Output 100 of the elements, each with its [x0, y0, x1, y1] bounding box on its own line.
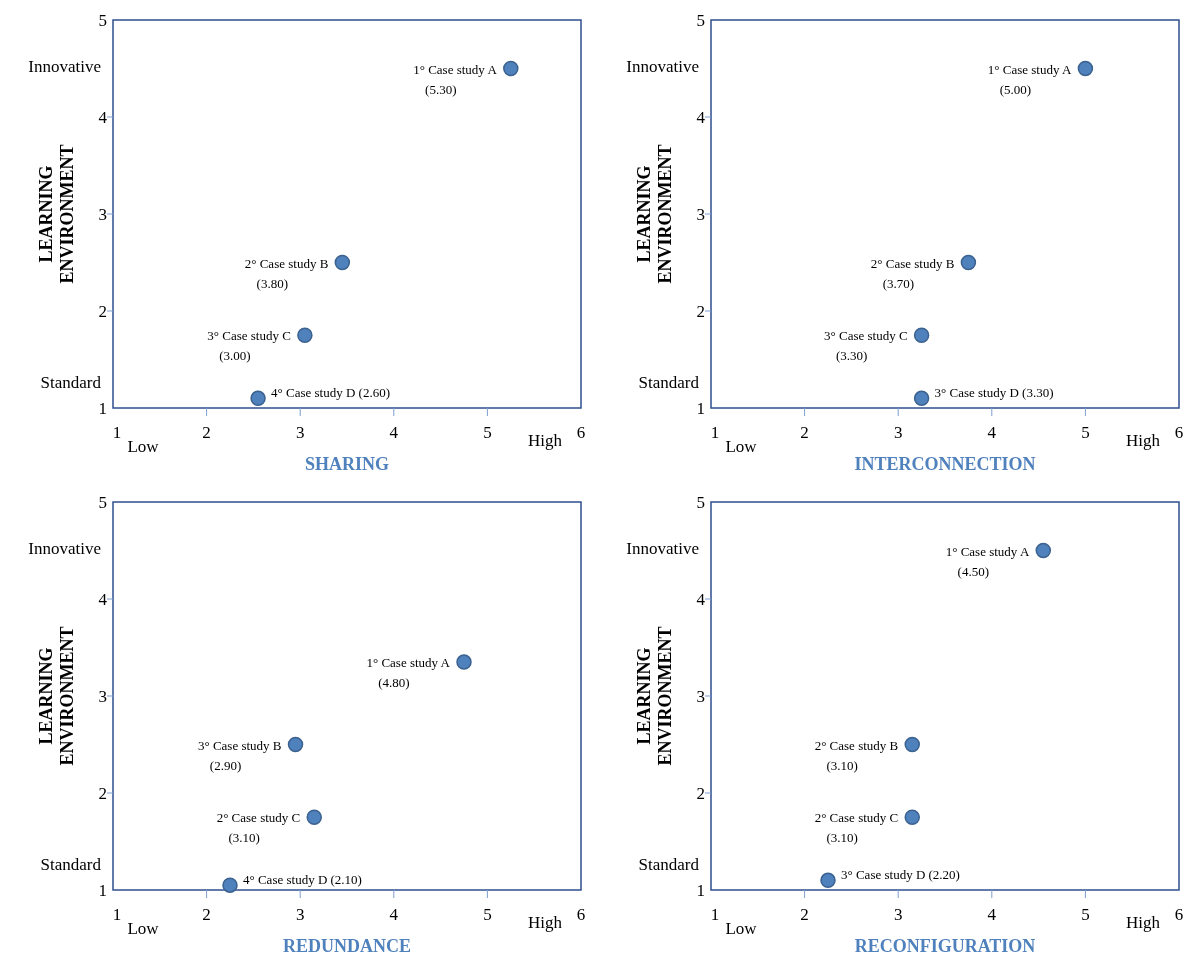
point — [297, 327, 313, 343]
x-tick-label: 6 — [1174, 905, 1184, 924]
x-tick-label: 3 — [295, 423, 305, 442]
annotation: 1° Case study A (5.30) — [413, 61, 498, 97]
x-tick-label: 3 — [893, 423, 903, 442]
x-tick-label: 2 — [800, 423, 809, 442]
x-tick-label: 3 — [295, 905, 305, 924]
annotation: 3° Case study B (2.90) — [197, 737, 282, 773]
y-axis-title: LEARNING ENVIRONMENT — [634, 626, 675, 766]
x-axis-title: REDUNDANCE — [282, 936, 412, 956]
y-tick-label: 2 — [98, 784, 107, 803]
x-tick-label: 5 — [1081, 905, 1090, 924]
text: Innovative — [28, 57, 101, 76]
annotation: 3° Case study D (3.30) — [934, 385, 1054, 401]
y-tick-label: 1 — [98, 399, 107, 418]
x-tick-label: 2 — [800, 905, 809, 924]
y-axis-title: LEARNING ENVIRONMENT — [36, 144, 77, 284]
point — [456, 654, 472, 670]
annotation: 2° Case study C (3.10) — [814, 810, 899, 846]
y-tick-label: 5 — [696, 493, 705, 512]
text: Low — [725, 437, 758, 456]
x-tick-label: 1 — [710, 905, 720, 924]
text: Standard — [638, 373, 700, 392]
x-tick-label: 6 — [1174, 423, 1184, 442]
annotation: 3° Case study C (3.00) — [207, 328, 291, 364]
annotation: 4° Case study D (2.60) — [271, 385, 391, 401]
y-axis-title: LEARNING ENVIRONMENT — [634, 144, 675, 284]
text: Standard — [638, 855, 700, 874]
annotation: 1° Case study A (4.50) — [945, 543, 1030, 579]
annotation: 2° Case study B (3.70) — [870, 255, 955, 291]
point — [913, 390, 930, 407]
x-tick-label: 5 — [1081, 423, 1090, 442]
point — [222, 877, 238, 893]
y-tick-label: 4 — [98, 590, 108, 609]
y-tick-label: 2 — [696, 784, 705, 803]
x-tick-label: 6 — [576, 423, 586, 442]
x-tick-label: 2 — [202, 905, 211, 924]
y-tick-label: 1 — [98, 881, 107, 900]
point — [287, 736, 304, 753]
point — [1035, 542, 1052, 559]
annotation: 3° Case study D (2.20) — [841, 867, 960, 883]
y-tick-label: 3 — [696, 205, 705, 224]
point — [960, 254, 977, 271]
x-axis-title: RECONFIGURATION — [854, 936, 1036, 956]
y-tick-label: 4 — [696, 108, 706, 127]
y-tick-label: 5 — [98, 11, 107, 30]
annotation: 1° Case study A (5.00) — [987, 61, 1073, 97]
x-tick-label: 2 — [202, 423, 211, 442]
text: High — [528, 431, 563, 450]
x-tick-label: 5 — [483, 423, 492, 442]
x-tick-label: 1 — [112, 423, 122, 442]
text: High — [1126, 431, 1161, 450]
annotation: 2° Case study B (3.10) — [814, 737, 899, 773]
point — [250, 390, 266, 407]
text: Innovative — [626, 539, 699, 558]
x-tick-label: 4 — [987, 423, 997, 442]
text: Low — [127, 919, 160, 938]
x-tick-label: 4 — [389, 905, 399, 924]
text: Standard — [40, 373, 102, 392]
point — [820, 872, 836, 889]
annotation: 1° Case study A (4.80) — [366, 655, 451, 691]
point — [1077, 60, 1094, 77]
point — [913, 327, 930, 343]
point — [503, 60, 519, 77]
annotation: 2° Case study C (3.10) — [216, 810, 301, 846]
x-axis-title: SHARING — [304, 454, 390, 474]
text: Standard — [40, 855, 102, 874]
y-tick-label: 4 — [98, 108, 108, 127]
x-tick-label: 4 — [389, 423, 399, 442]
point — [904, 809, 920, 825]
y-tick-label: 3 — [98, 687, 107, 706]
point — [306, 809, 322, 825]
x-tick-label: 1 — [710, 423, 720, 442]
y-tick-label: 3 — [98, 205, 107, 224]
annotation: 3° Case study C (3.30) — [824, 328, 908, 364]
point — [904, 736, 920, 753]
annotation: 2° Case study B (3.80) — [244, 255, 329, 291]
text: Innovative — [626, 57, 699, 76]
y-axis-title: LEARNING ENVIRONMENT — [36, 626, 77, 766]
text: High — [528, 913, 563, 932]
x-tick-label: 1 — [112, 905, 122, 924]
text: High — [1126, 913, 1161, 932]
annotation: 4° Case study D (2.10) — [243, 872, 362, 888]
y-tick-label: 5 — [98, 493, 107, 512]
y-tick-label: 4 — [696, 590, 706, 609]
text: Low — [127, 437, 160, 456]
y-tick-label: 1 — [696, 881, 705, 900]
x-tick-label: 4 — [987, 905, 997, 924]
y-tick-label: 3 — [696, 687, 705, 706]
x-tick-label: 5 — [483, 905, 492, 924]
x-tick-label: 6 — [576, 905, 586, 924]
y-tick-label: 5 — [696, 11, 705, 30]
text: Innovative — [28, 539, 101, 558]
y-tick-label: 2 — [98, 302, 107, 321]
x-tick-label: 3 — [893, 905, 903, 924]
y-tick-label: 1 — [696, 399, 705, 418]
x-axis-title: INTERCONNECTION — [854, 454, 1036, 474]
text: Low — [725, 919, 758, 938]
y-tick-label: 2 — [696, 302, 705, 321]
point — [334, 254, 351, 271]
